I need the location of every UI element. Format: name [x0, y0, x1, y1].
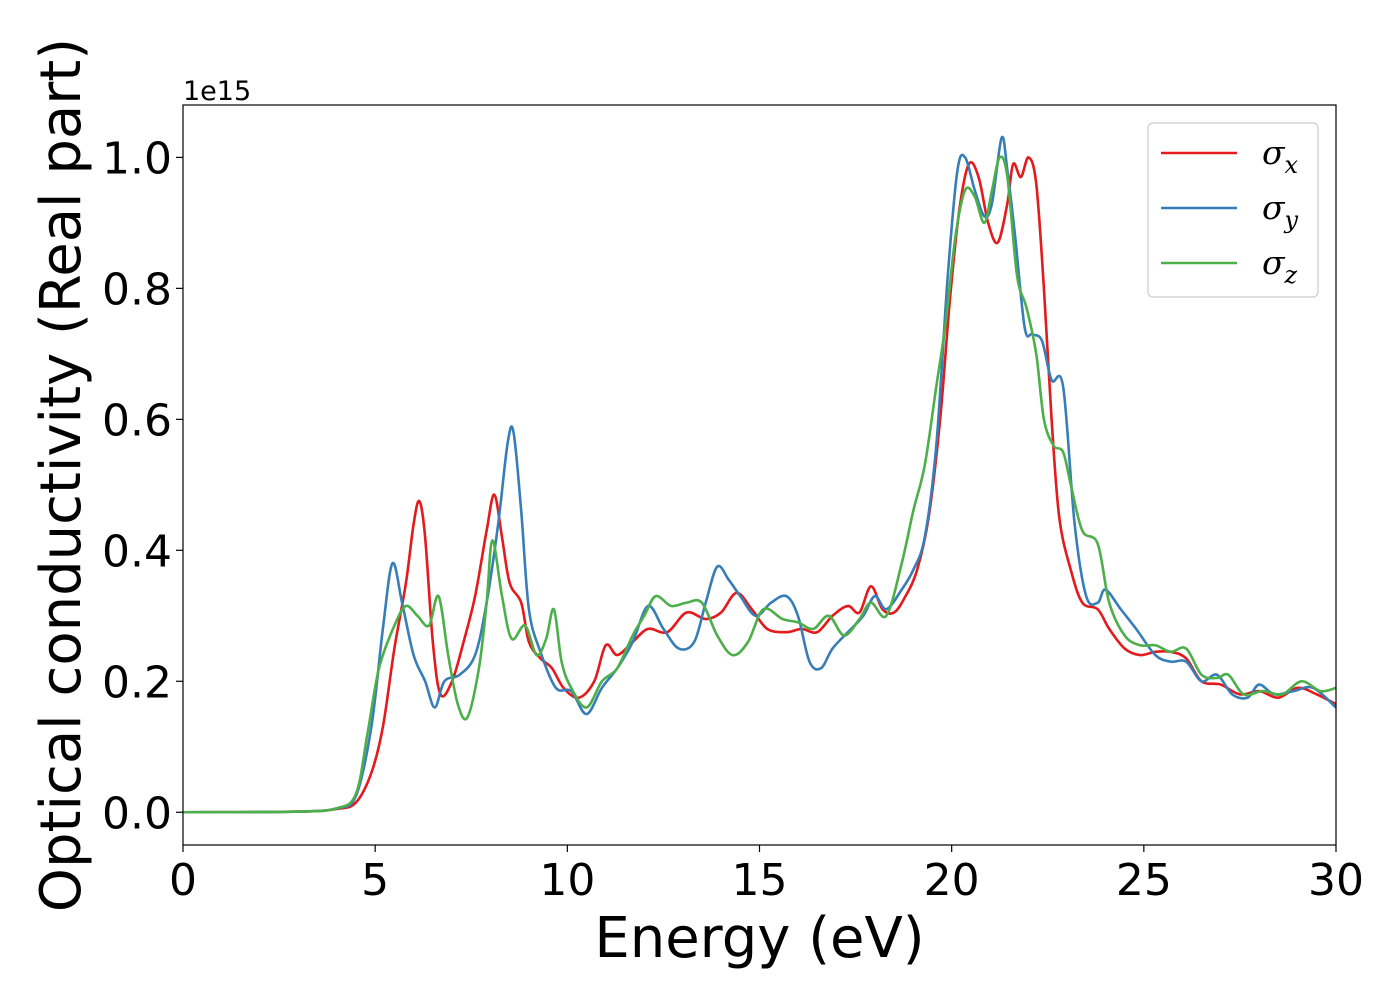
legend-box: [1147, 122, 1319, 298]
series-lines: [182, 135, 1337, 814]
y-offset-label: 1e15: [183, 76, 251, 107]
y-tick-label: 1.0: [102, 133, 172, 184]
x-tick-label: 15: [732, 855, 788, 906]
x-axis-title: Energy (eV): [594, 906, 924, 971]
x-axis-ticks: 0 5 10 15 20 25 30: [169, 845, 1364, 906]
y-axis-ticks: 0.0 0.2 0.4 0.6 0.8 1.0: [102, 133, 183, 839]
x-tick-label: 10: [539, 855, 595, 906]
x-tick-label: 20: [924, 855, 980, 906]
y-tick-label: 0.8: [102, 264, 172, 315]
y-axis-title: Optical conductivity (Real part): [29, 38, 94, 912]
x-tick-label: 0: [169, 855, 197, 906]
y-tick-label: 0.6: [102, 395, 172, 446]
y-tick-label: 0.0: [102, 788, 172, 839]
x-tick-label: 25: [1116, 855, 1172, 906]
x-tick-label: 30: [1308, 855, 1364, 906]
y-tick-label: 0.2: [102, 657, 172, 708]
x-tick-label: 5: [361, 855, 389, 906]
series-line-z: [182, 155, 1337, 814]
y-tick-label: 0.4: [102, 526, 172, 577]
